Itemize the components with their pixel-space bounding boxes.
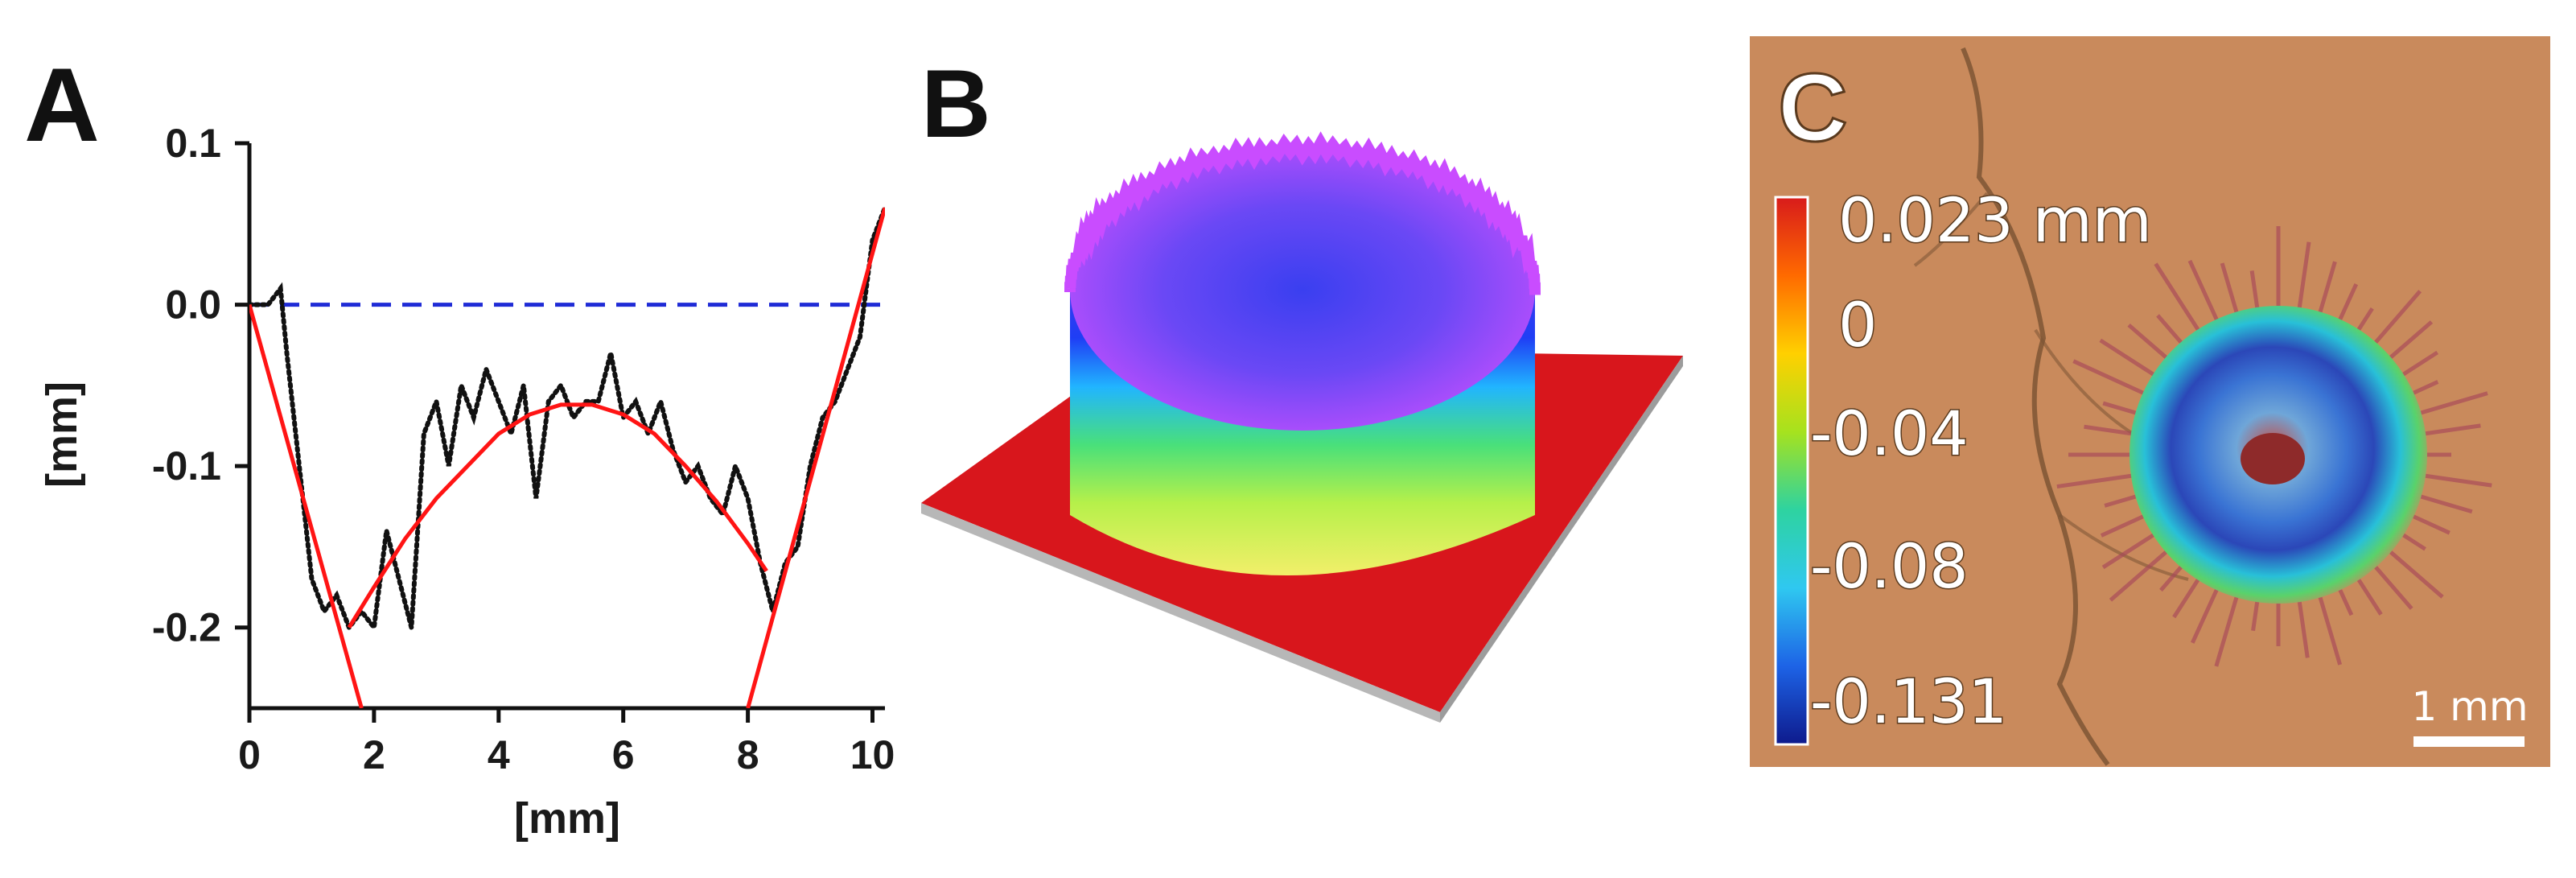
x-ticks: 0 2 4 6 8 10 xyxy=(238,708,895,777)
crater-spike xyxy=(2387,320,2434,361)
crater-spike xyxy=(2337,283,2359,323)
crater-cylinder-top xyxy=(1070,149,1535,431)
base-plate-edge-right xyxy=(1440,356,1683,723)
panel-a: A 0 2 4 6 8 10 0.1 0.0 -0.1 -0.2 [mm] [mm] xyxy=(24,46,895,843)
crater-spike xyxy=(2410,513,2450,535)
crater-spikes xyxy=(2056,226,2492,667)
scale-bar xyxy=(2413,736,2525,747)
crater-spike xyxy=(2102,401,2139,416)
panel-b-letter: B xyxy=(921,50,991,158)
crater-spike xyxy=(2422,473,2492,488)
crater-spike xyxy=(2172,576,2201,619)
fit-series-line-1 xyxy=(249,303,364,708)
crater-spike xyxy=(2337,587,2354,616)
fit-series-line-2 xyxy=(347,402,768,629)
surface-crack xyxy=(1961,47,2110,766)
x-tick-label: 4 xyxy=(488,732,510,777)
crater-top-rim xyxy=(1064,131,1541,295)
colorbar-label-min: -0.131 xyxy=(1810,666,2007,737)
profile-series-line xyxy=(249,205,885,634)
crater-spike xyxy=(2356,576,2383,616)
colorbar-label-neg004: -0.04 xyxy=(1810,398,1969,469)
crater-spike xyxy=(2187,259,2220,323)
panel-c: C 0.023 mm 0 -0.04 -0.08 -0.131 1 mm xyxy=(1750,36,2550,767)
colorbar xyxy=(1774,196,1809,746)
x-tick-label: 6 xyxy=(612,732,635,777)
crater-spike xyxy=(2072,359,2146,396)
scale-bar-label: 1 mm xyxy=(2411,683,2528,730)
crater-spike xyxy=(2099,338,2157,377)
crater-spike xyxy=(2056,473,2134,489)
crater-spike xyxy=(2400,532,2426,551)
x-tick-label: 10 xyxy=(850,732,895,777)
x-axis-title: [mm] xyxy=(514,794,620,843)
crater-spike xyxy=(2410,380,2439,396)
crater-spike xyxy=(2159,563,2184,592)
panel-b: B xyxy=(921,50,1683,723)
y-tick-label: -0.1 xyxy=(152,443,221,488)
colorbar-label-zero: 0 xyxy=(1838,289,1877,361)
crater-spike xyxy=(2400,350,2439,377)
crater-spike xyxy=(2100,513,2146,538)
crater-spike xyxy=(2101,532,2157,570)
crater-spike xyxy=(2154,262,2201,333)
crater-spike xyxy=(2156,314,2184,346)
crater-spike xyxy=(2372,563,2413,610)
crater-spike xyxy=(2297,241,2311,311)
crater-spike xyxy=(2418,391,2488,416)
x-tick-label: 2 xyxy=(363,732,385,777)
series-layer xyxy=(249,205,885,708)
crater-spike xyxy=(2214,594,2240,667)
crater-spike xyxy=(2372,290,2422,346)
x-tick-label: 8 xyxy=(737,732,759,777)
crater-spike xyxy=(2418,493,2473,514)
crater-spike xyxy=(2127,324,2170,361)
panel-c-letter: C xyxy=(1778,54,1848,162)
panel-a-letter: A xyxy=(24,46,100,163)
crater-spike xyxy=(2190,587,2220,644)
crater-spike xyxy=(2251,599,2260,632)
y-tick-label: -0.2 xyxy=(152,605,221,650)
fit-series-line-3 xyxy=(746,207,885,708)
crater-spike xyxy=(2356,307,2374,333)
crater-spike xyxy=(2084,424,2134,436)
crater-spike xyxy=(2387,549,2444,599)
crater-spike xyxy=(2109,549,2170,602)
crater-center-peak xyxy=(2241,433,2305,484)
crater-spike xyxy=(2422,423,2481,436)
colorbar-label-neg008: -0.08 xyxy=(1810,530,1969,602)
y-tick-label: 0.1 xyxy=(165,121,221,166)
y-tick-label: 0.0 xyxy=(165,282,221,328)
y-axis-title: [mm] xyxy=(38,381,86,488)
y-ticks: 0.1 0.0 -0.1 -0.2 xyxy=(152,121,249,650)
crater-spike xyxy=(2317,594,2343,666)
crater-spike xyxy=(2297,599,2310,658)
colorbar-label-max: 0.023 mm xyxy=(1838,184,2152,256)
crater-spike xyxy=(2249,270,2260,311)
crater-spike xyxy=(2104,493,2139,508)
crater-spike xyxy=(2317,261,2337,315)
crater-spike xyxy=(2220,262,2240,315)
x-tick-label: 0 xyxy=(238,732,261,777)
base-plate-edge xyxy=(921,503,1440,723)
